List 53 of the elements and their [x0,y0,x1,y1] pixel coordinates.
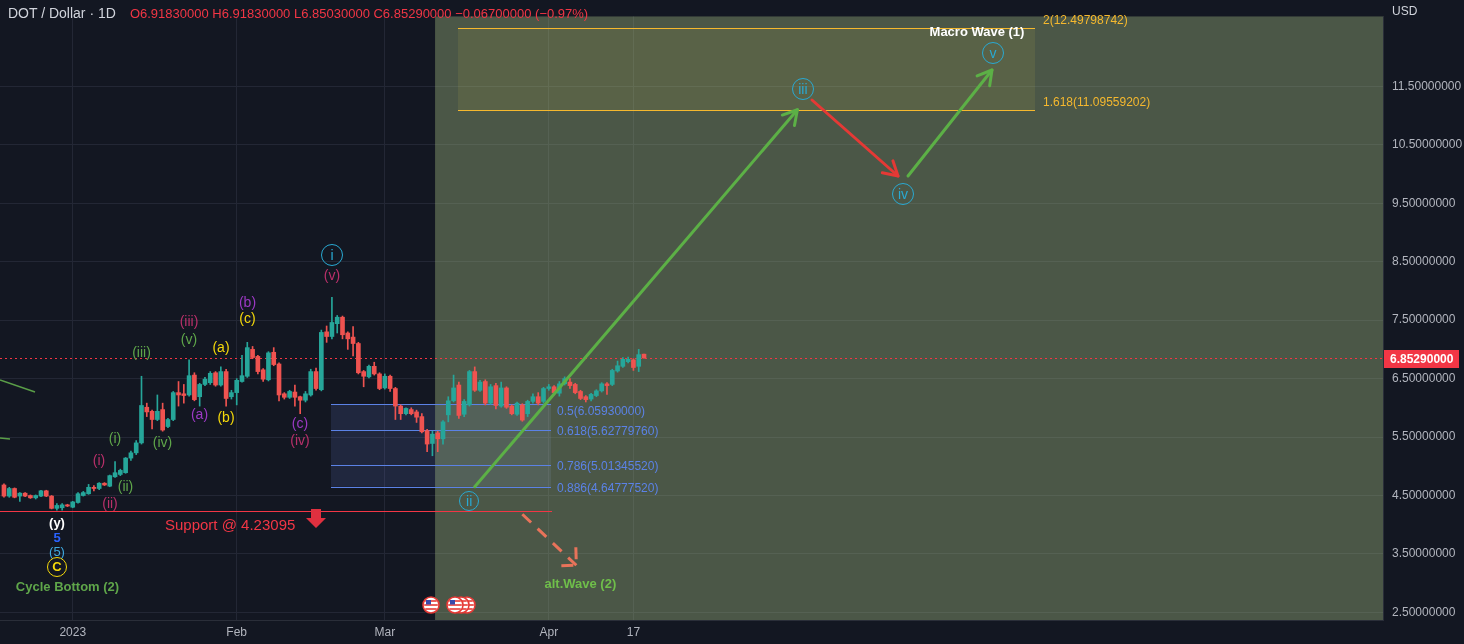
annotation: v [982,42,1004,64]
annotation: (i) [108,430,122,446]
annotation: (ii) [102,495,118,511]
ref-line-label: 0.786(5.01345520) [557,458,659,473]
y-tick-label: 7.50000000 [1392,312,1456,327]
ref-line-label: Support @ 4.23095 [165,516,296,533]
annotation: (c) [291,414,309,431]
x-tick-label: 2023 [59,624,87,639]
x-tick-label: Feb [226,624,248,639]
y-tick-label: 6.50000000 [1392,370,1456,385]
annotation: ii [459,490,480,511]
annotation: Cycle Bottom (2) [15,578,120,593]
ref-line-label: 0.618(5.62779760) [557,423,659,438]
chart-title: DOT / Dollar · 1D [8,5,116,21]
annotation: (iii) [132,343,151,360]
y-tick-label: 2.50000000 [1392,604,1456,619]
annotation: (iii) [179,312,199,329]
x-tick-label: Apr [539,624,559,639]
x-tick-label: 17 [626,624,641,639]
y-tick-label: 3.50000000 [1392,546,1456,561]
x-tick-label: Mar [374,624,396,639]
y-tick-label: 4.50000000 [1392,487,1456,502]
annotation: (iv) [152,433,173,450]
y-tick-label: 8.50000000 [1392,254,1456,269]
annotation: (ii) [117,478,134,494]
y-tick-label: 9.50000000 [1392,195,1456,210]
ref-line-label: 6.85290000 [1384,349,1460,368]
annotation: 5 [53,529,61,544]
ref-line-label: 1.618(11.09559202) [1043,94,1151,109]
annotation: i [321,244,343,266]
annotation: (a) [190,406,209,422]
annotation: (a) [212,339,230,355]
annotation: alt.Wave (2) [544,575,617,591]
ref-line-label: 2(12.49798742) [1043,12,1128,27]
annotation: (v) [180,330,198,347]
annotation: (b) [217,409,235,425]
annotation: (c) [239,310,256,326]
annotation: iii [791,77,814,100]
y-tick-label: 10.50000000 [1392,137,1463,152]
annotation: (y) [49,514,65,530]
annotation: (b) [238,293,257,310]
chart-subtitle: O6.91830000 H6.91830000 L6.85030000 C6.85290000 −0.06700000 (−0.97%) [129,6,589,21]
ref-line-label: 0.886(4.64777520) [557,480,659,495]
annotation: (iv) [290,431,310,448]
annotation: C [52,559,62,574]
ref-line-label: 0.5(6.05930000) [557,403,646,418]
y-tick-label: 5.50000000 [1392,429,1456,444]
annotation: (i) [92,451,106,468]
y-tick-label: 11.50000000 [1392,78,1462,93]
annotation: (5) [49,543,65,559]
y-axis-title: USD [1392,4,1418,18]
annotation: iv [892,183,914,205]
annotation: (v) [323,267,341,283]
